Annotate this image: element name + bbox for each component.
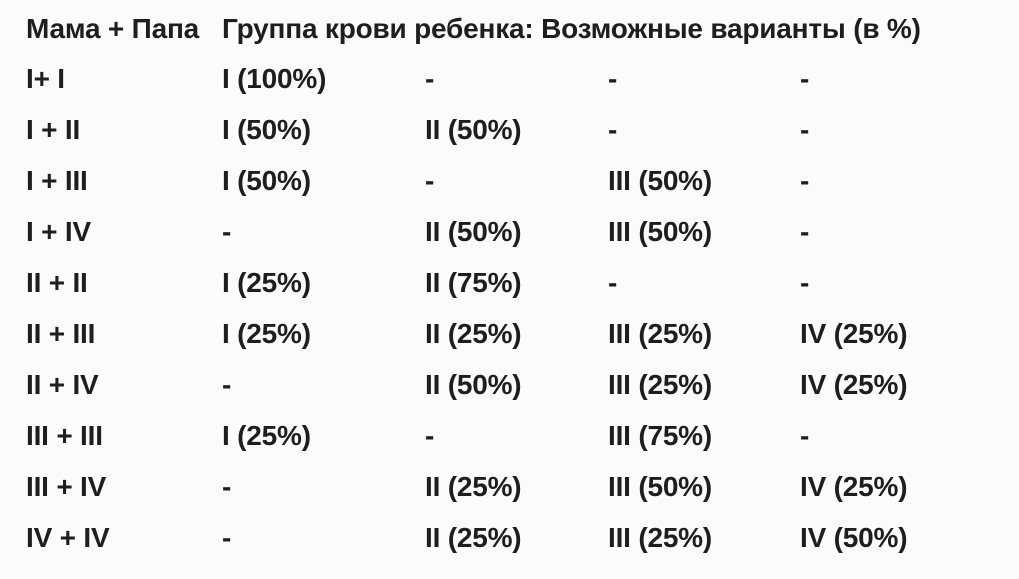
table-row: I+ I I (100%) - - - <box>26 53 1019 104</box>
variant-cell-4: IV (25%) <box>800 317 908 349</box>
variant-cell-1: - <box>222 368 232 400</box>
table-row: IV + IV - II (25%) III (25%) IV (50%) <box>26 512 1019 563</box>
variant-cell-2: II (25%) <box>425 470 522 502</box>
table-row: I + III I (50%) - III (50%) - <box>26 155 1019 206</box>
variant-cell-2: - <box>425 62 435 94</box>
variant-cell-1: I (100%) <box>222 62 327 94</box>
parents-cell: II + II <box>26 266 88 298</box>
table-row: III + III I (25%) - III (75%) - <box>26 410 1019 461</box>
table-row: II + IV - II (50%) III (25%) IV (25%) <box>26 359 1019 410</box>
variant-cell-4: - <box>800 215 810 247</box>
variant-cell-2: II (50%) <box>425 215 522 247</box>
variant-cell-4: - <box>800 419 810 451</box>
variant-cell-4: - <box>800 164 810 196</box>
table-header-row: Мама + Папа Группа крови ребенка: Возмож… <box>26 4 1019 53</box>
variant-cell-4: IV (25%) <box>800 470 908 502</box>
variant-cell-1: - <box>222 521 232 553</box>
variant-cell-3: III (50%) <box>608 470 713 502</box>
parents-cell: I+ I <box>26 62 65 94</box>
variant-cell-3: III (50%) <box>608 215 713 247</box>
variant-cell-1: I (50%) <box>222 164 311 196</box>
variant-cell-3: III (25%) <box>608 317 713 349</box>
table-row: I + II I (50%) II (50%) - - <box>26 104 1019 155</box>
variant-cell-3: III (50%) <box>608 164 713 196</box>
variant-cell-1: I (50%) <box>222 113 311 145</box>
parents-cell: I + II <box>26 113 81 145</box>
table-row: III + IV - II (25%) III (50%) IV (25%) <box>26 461 1019 512</box>
parents-cell: III + III <box>26 419 103 451</box>
table-row: I + IV - II (50%) III (50%) - <box>26 206 1019 257</box>
variant-cell-2: II (75%) <box>425 266 522 298</box>
variant-cell-2: - <box>425 419 435 451</box>
variant-cell-1: - <box>222 215 232 247</box>
variant-cell-4: - <box>800 113 810 145</box>
table-body: I+ I I (100%) - - - I + II I (50%) II (5… <box>26 53 1019 563</box>
table-row: II + III I (25%) II (25%) III (25%) IV (… <box>26 308 1019 359</box>
variant-cell-4: IV (25%) <box>800 368 908 400</box>
header-child-blood-group: Группа крови ребенка: Возможные варианты… <box>222 12 921 44</box>
parents-cell: II + IV <box>26 368 99 400</box>
variant-cell-3: III (25%) <box>608 521 713 553</box>
parents-cell: I + III <box>26 164 88 196</box>
variant-cell-4: IV (50%) <box>800 521 908 553</box>
variant-cell-2: II (50%) <box>425 113 522 145</box>
variant-cell-4: - <box>800 266 810 298</box>
header-parents: Мама + Папа <box>26 12 200 44</box>
variant-cell-1: I (25%) <box>222 419 311 451</box>
variant-cell-2: II (50%) <box>425 368 522 400</box>
variant-cell-3: - <box>608 62 618 94</box>
variant-cell-2: II (25%) <box>425 317 522 349</box>
variant-cell-1: I (25%) <box>222 317 311 349</box>
variant-cell-3: III (25%) <box>608 368 713 400</box>
parents-cell: III + IV <box>26 470 107 502</box>
variant-cell-3: III (75%) <box>608 419 713 451</box>
variant-cell-3: - <box>608 113 618 145</box>
parents-cell: IV + IV <box>26 521 110 553</box>
parents-cell: I + IV <box>26 215 91 247</box>
variant-cell-1: - <box>222 470 232 502</box>
table-row: II + II I (25%) II (75%) - - <box>26 257 1019 308</box>
variant-cell-2: II (25%) <box>425 521 522 553</box>
parents-cell: II + III <box>26 317 96 349</box>
variant-cell-2: - <box>425 164 435 196</box>
variant-cell-3: - <box>608 266 618 298</box>
variant-cell-1: I (25%) <box>222 266 311 298</box>
variant-cell-4: - <box>800 62 810 94</box>
